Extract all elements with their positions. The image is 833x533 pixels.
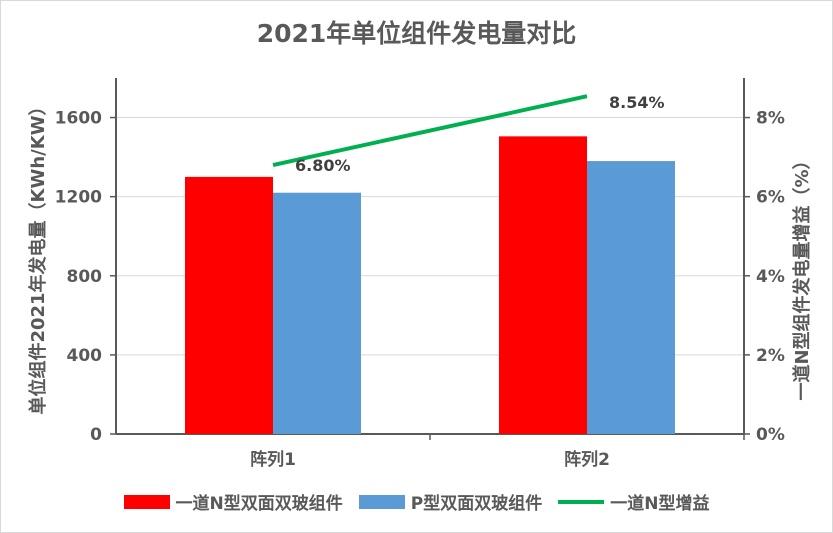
chart-title: 2021年单位组件发电量对比 xyxy=(256,19,577,48)
y-tick-label: 400 xyxy=(67,346,103,366)
bar xyxy=(273,192,361,434)
legend-item-n-type: 一道N型双面双玻组件 xyxy=(123,489,343,514)
legend-label-gain: 一道N型增益 xyxy=(610,494,710,514)
chart-legend: 一道N型双面双玻组件 P型双面双玻组件 一道N型增益 xyxy=(0,489,833,514)
legend-label-p-type: P型双面双玻组件 xyxy=(410,494,543,514)
bar xyxy=(185,176,273,434)
data-label: 8.54% xyxy=(609,93,665,112)
y-tick-label: 0 xyxy=(90,425,102,445)
legend-swatch-p-type xyxy=(358,494,405,509)
y2-tick-label: 8% xyxy=(756,109,785,129)
legend-label-n-type: 一道N型双面双玻组件 xyxy=(175,494,343,514)
y-tick-label: 1200 xyxy=(55,188,102,208)
series-line-gain xyxy=(272,94,588,167)
y2-axis-title: 一道N型组件发电量增益（%） xyxy=(791,151,813,400)
y2-tick-label: 0% xyxy=(756,425,785,445)
bar xyxy=(587,161,675,435)
legend-item-p-type: P型双面双玻组件 xyxy=(358,489,543,514)
y2-tick-label: 4% xyxy=(756,267,785,287)
data-label: 6.80% xyxy=(295,156,351,175)
x-tick-label: 阵列1 xyxy=(250,449,296,470)
y2-tick-label: 6% xyxy=(756,188,785,208)
x-tick-label: 阵列2 xyxy=(564,449,610,470)
legend-item-gain: 一道N型增益 xyxy=(558,489,709,514)
y2-tick-label: 2% xyxy=(756,346,785,366)
legend-swatch-n-type xyxy=(123,494,170,509)
bar xyxy=(499,136,587,434)
legend-swatch-gain xyxy=(558,499,605,504)
y-tick-label: 800 xyxy=(67,267,103,287)
y-tick-label: 1600 xyxy=(55,109,102,129)
y-axis-title: 单位组件2021年发电量（KWh/KW） xyxy=(27,97,49,414)
